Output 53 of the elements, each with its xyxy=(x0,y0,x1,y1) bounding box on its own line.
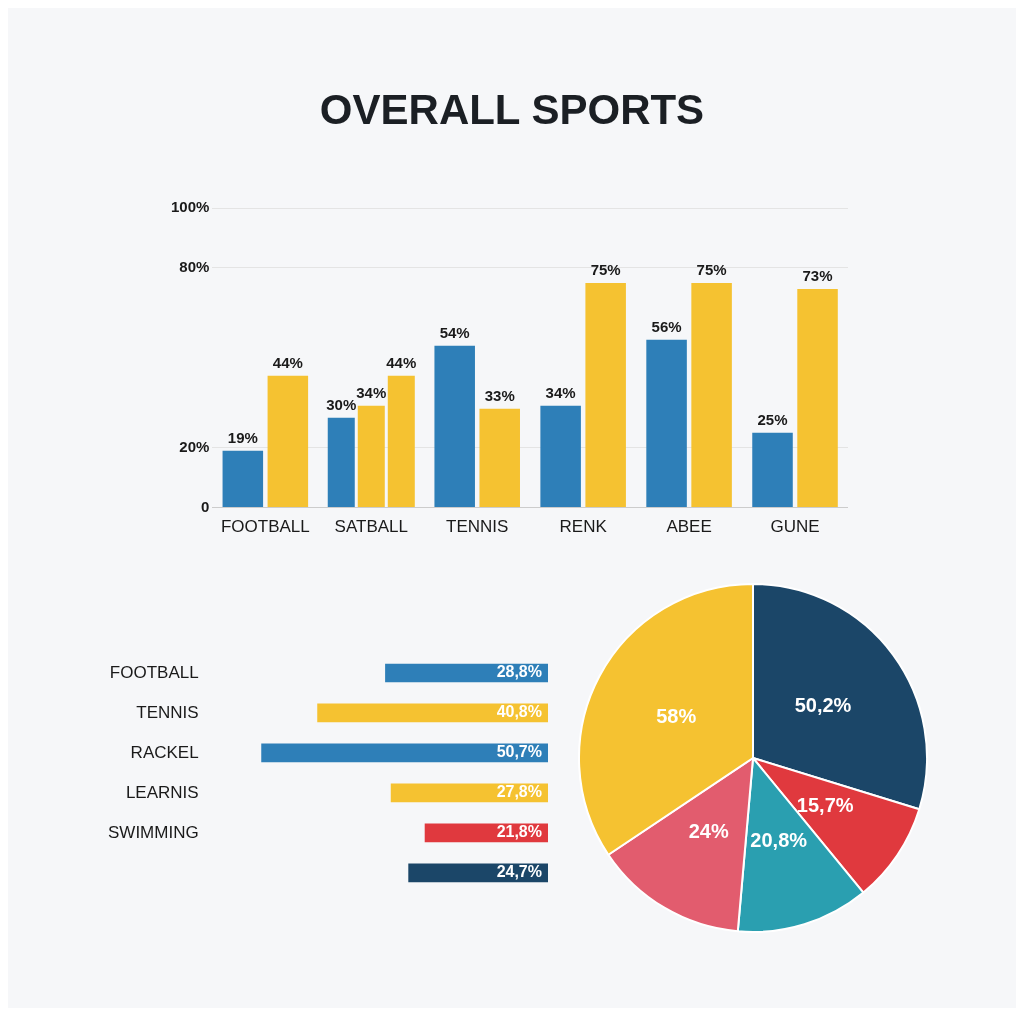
data-label: 50,2% xyxy=(794,693,852,716)
data-label: 24% xyxy=(688,820,729,843)
bar xyxy=(222,450,264,508)
y-tick-label: 0 xyxy=(201,497,210,515)
y-tick-label: RACKEL xyxy=(130,742,199,762)
data-label: 34% xyxy=(356,383,387,401)
y-tick-label: 20% xyxy=(179,437,210,455)
data-label: 27,8% xyxy=(496,783,542,801)
data-label: 24,7% xyxy=(496,863,542,881)
data-label: 21,8% xyxy=(496,823,542,841)
data-label: 19% xyxy=(227,428,258,446)
bar xyxy=(387,375,415,508)
data-label: 40,8% xyxy=(496,703,542,721)
data-label: 44% xyxy=(272,353,303,371)
y-tick-label: SWIMMING xyxy=(108,822,199,842)
bar xyxy=(434,345,475,508)
data-label: 30% xyxy=(326,395,357,413)
bar xyxy=(479,408,520,508)
x-tick-label: GUNE xyxy=(770,517,820,537)
x-tick-label: FOOTBALL xyxy=(220,517,310,537)
data-label: 75% xyxy=(696,261,727,279)
data-label: 33% xyxy=(484,386,515,404)
data-label: 56% xyxy=(651,317,682,335)
bar xyxy=(691,282,732,508)
chart-title: OVERALL SPORTS xyxy=(318,86,706,134)
bar xyxy=(408,863,548,883)
y-tick-label: FOOTBALL xyxy=(109,662,199,682)
data-label: 50,7% xyxy=(496,743,542,761)
x-tick-label: TENNIS xyxy=(446,517,509,537)
data-label: 34% xyxy=(545,383,576,401)
data-label: 75% xyxy=(590,261,621,279)
bar xyxy=(267,375,309,508)
data-label: 44% xyxy=(386,353,417,371)
x-tick-label: ABEE xyxy=(666,517,712,537)
y-tick-label: 80% xyxy=(179,258,210,276)
bar xyxy=(585,282,626,508)
data-label: 15,7% xyxy=(796,794,854,817)
data-label: 28,8% xyxy=(496,663,542,681)
data-label: 54% xyxy=(439,323,470,341)
data-label: 58% xyxy=(656,704,697,727)
data-label: 25% xyxy=(757,410,788,428)
bar xyxy=(752,432,793,508)
data-label: 73% xyxy=(802,267,833,285)
bar xyxy=(540,405,581,508)
data-label: 20,8% xyxy=(750,828,808,851)
bar xyxy=(646,339,687,508)
bar xyxy=(797,288,838,508)
x-tick-label: RENK xyxy=(559,517,608,537)
x-tick-label: SATBALL xyxy=(334,517,408,537)
bar xyxy=(261,743,548,763)
y-tick-label: TENNIS xyxy=(136,702,199,722)
y-tick-label: LEARNIS xyxy=(125,782,199,802)
y-tick-label: 100% xyxy=(170,198,210,216)
